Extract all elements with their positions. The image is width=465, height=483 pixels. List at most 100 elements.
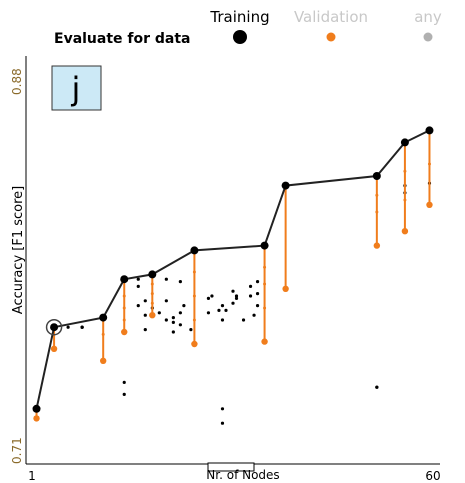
other-model-point	[220, 304, 225, 308]
x-axis-slider[interactable]	[207, 462, 255, 472]
training-frontier-line	[35, 129, 430, 410]
legend-training[interactable]: Training	[209, 8, 270, 44]
training-point	[260, 241, 269, 250]
validation-point	[121, 328, 128, 336]
other-model-point	[248, 284, 253, 288]
training-point	[99, 313, 108, 322]
other-model-point	[252, 313, 256, 317]
other-model-point	[157, 311, 161, 315]
stem-midpoint	[101, 332, 105, 336]
validation-point	[426, 201, 433, 208]
other-model-point	[248, 294, 253, 298]
x-axis-label: Nr. of Nodes	[206, 468, 279, 482]
stem-midpoint	[122, 306, 126, 310]
other-model-point	[164, 318, 168, 322]
other-model-point	[66, 325, 70, 329]
stem-midpoint	[122, 294, 126, 298]
other-model-point	[189, 328, 193, 332]
other-model-point	[255, 304, 260, 308]
other-model-point	[143, 313, 147, 317]
legend-any-label: any	[414, 8, 442, 26]
training-point	[425, 126, 434, 135]
legend-any-marker	[423, 32, 433, 42]
panel-letter: j	[71, 70, 81, 108]
training-point	[190, 246, 199, 255]
stem-midpoint	[150, 292, 154, 296]
other-model-point	[122, 392, 126, 396]
other-model-point	[231, 289, 235, 293]
y-tick-min: 0.71	[10, 437, 24, 464]
other-model-point	[220, 407, 225, 411]
training-point	[148, 270, 157, 279]
other-model-point	[122, 380, 126, 384]
legend-validation-marker	[326, 32, 336, 42]
other-model-point	[206, 311, 211, 315]
stem-midpoint	[403, 198, 407, 202]
stem-midpoint	[427, 162, 431, 166]
validation-point	[99, 357, 107, 364]
training-point	[281, 181, 290, 190]
other-model-point	[255, 280, 260, 284]
validation-point	[50, 345, 58, 352]
validation-point	[373, 242, 381, 249]
other-model-point	[375, 385, 379, 389]
validation-point	[282, 285, 289, 292]
legend-training-marker	[233, 30, 247, 44]
other-model-point	[220, 421, 225, 425]
other-model-point	[178, 311, 182, 315]
other-model-point	[224, 308, 228, 312]
other-model-point	[234, 296, 239, 300]
legend-any[interactable]: any	[414, 8, 442, 42]
stem-midpoint	[150, 301, 154, 305]
stem-midpoint	[263, 306, 267, 310]
other-model-point	[231, 301, 235, 305]
other-model-point	[143, 328, 147, 332]
y-tick-max: 0.88	[10, 68, 24, 95]
other-model-point	[255, 292, 260, 296]
stem-midpoint	[192, 318, 196, 322]
validation-point	[191, 340, 198, 348]
panel-letter-background	[51, 65, 102, 111]
training-point	[400, 138, 409, 147]
other-model-point	[234, 294, 239, 298]
evaluate-label: Evaluate for data	[54, 31, 191, 47]
stem-midpoint	[263, 265, 267, 269]
stem-midpoint	[403, 169, 407, 173]
validation-point	[261, 338, 268, 345]
stem-midpoint	[150, 282, 154, 286]
other-model-point	[217, 308, 221, 312]
stem-midpoint	[263, 282, 267, 286]
other-model-point	[241, 318, 246, 322]
other-model-point	[143, 299, 147, 303]
other-model-point	[164, 299, 168, 303]
stem-midpoint	[375, 193, 379, 197]
legend-validation-label: Validation	[294, 8, 368, 26]
validation-point	[33, 415, 40, 422]
other-model-point	[171, 320, 175, 324]
legend-training-label: Training	[209, 8, 269, 26]
other-model-point	[136, 304, 140, 308]
stem-midpoint	[122, 318, 126, 322]
y-axis-label: Accuracy [F1 score]	[11, 186, 26, 314]
panel-letter-box: j	[51, 65, 102, 111]
validation-point	[401, 228, 409, 235]
other-model-point	[182, 304, 186, 308]
x-tick-min: 1	[28, 469, 36, 483]
training-point	[372, 172, 381, 180]
training-point	[32, 404, 41, 413]
training-point	[50, 323, 59, 332]
legend-validation[interactable]: Validation	[294, 8, 368, 42]
stem-midpoint	[192, 270, 196, 274]
other-model-point	[178, 323, 182, 327]
chart-marks	[32, 126, 434, 425]
stem-midpoint	[192, 294, 196, 298]
stem-midpoint	[375, 210, 379, 214]
other-model-point	[80, 325, 84, 329]
other-model-point	[178, 280, 182, 284]
selected-model-ring	[45, 318, 63, 336]
training-point	[120, 275, 129, 284]
other-model-point	[220, 318, 225, 322]
x-tick-max: 60	[425, 469, 440, 483]
other-model-point	[210, 294, 214, 298]
